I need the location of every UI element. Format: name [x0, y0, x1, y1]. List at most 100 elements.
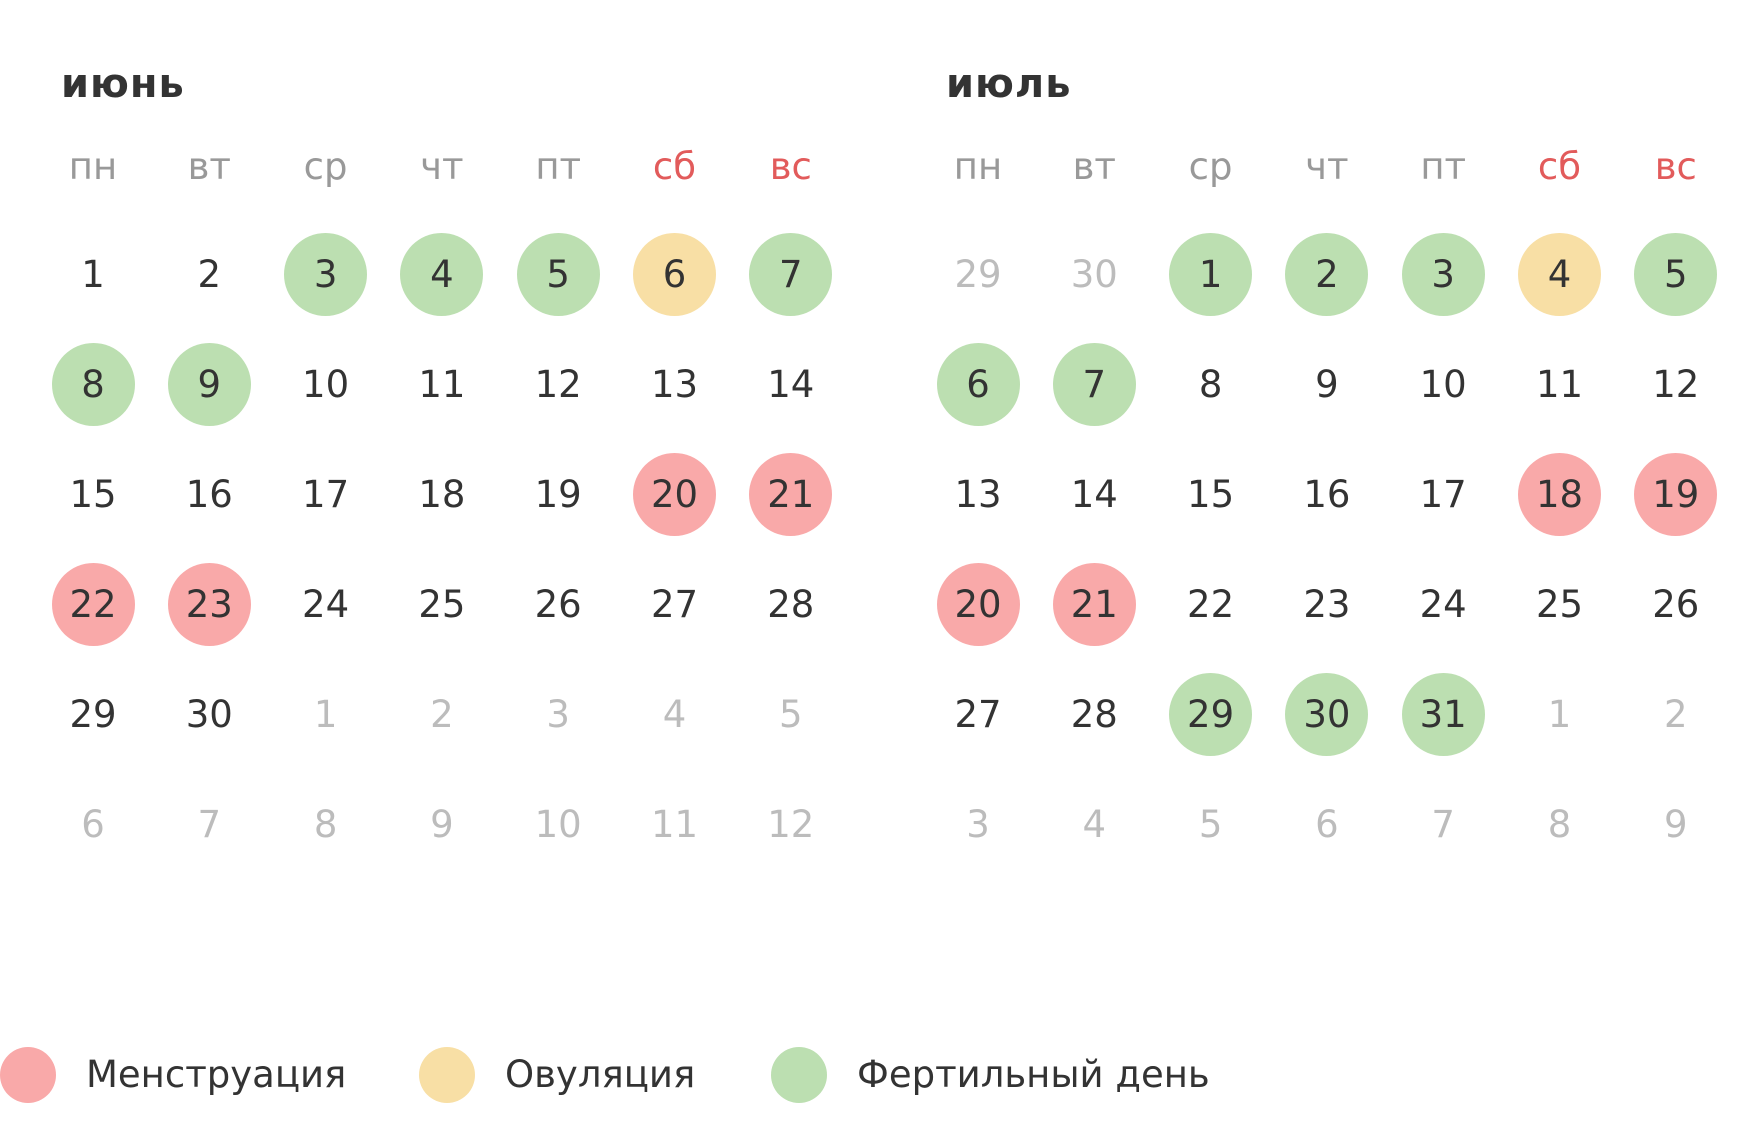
calendar-day-menstruation[interactable]: 20	[936, 563, 1020, 646]
calendar-day-ovulation[interactable]: 4	[1518, 233, 1601, 316]
calendar-day-other[interactable]: 1	[1547, 693, 1572, 736]
calendar-day-fertile[interactable]: 31	[1401, 673, 1485, 756]
calendar-day[interactable]: 10	[302, 363, 350, 406]
calendar-day-menstruation[interactable]: 23	[167, 563, 251, 646]
calendar-day-other[interactable]: 12	[767, 803, 815, 846]
calendar-day-fertile[interactable]: 9	[167, 343, 251, 426]
calendar-day[interactable]: 9	[1315, 363, 1339, 406]
calendar-day-other[interactable]: 9	[430, 803, 454, 846]
calendar-day[interactable]: 26	[1652, 583, 1700, 626]
calendar-day-other[interactable]: 2	[1664, 693, 1688, 736]
calendar-day-other[interactable]: 4	[1082, 803, 1107, 846]
calendar-day[interactable]: 11	[1535, 363, 1584, 406]
calendar-day[interactable]: 23	[1303, 583, 1351, 626]
calendar-day[interactable]: 15	[69, 473, 117, 516]
calendar-day-other[interactable]: 8	[313, 803, 338, 846]
legend-dot-fertile	[771, 1047, 827, 1103]
calendar-day[interactable]: 25	[1535, 583, 1584, 626]
calendar-day[interactable]: 28	[1070, 693, 1118, 736]
calendar-day[interactable]: 22	[1187, 583, 1235, 626]
calendar-day[interactable]: 18	[418, 473, 466, 516]
calendar-day-menstruation[interactable]: 18	[1518, 453, 1601, 536]
calendar-day-fertile[interactable]: 29	[1169, 673, 1253, 756]
calendar-day-menstruation[interactable]: 22	[51, 563, 135, 646]
calendar-day[interactable]: 30	[185, 693, 233, 736]
calendar-day-other[interactable]: 29	[954, 253, 1002, 296]
calendar-day[interactable]: 15	[1187, 473, 1235, 516]
calendar-day-fertile[interactable]: 7	[749, 233, 833, 316]
calendar-day[interactable]: 12	[534, 363, 582, 406]
legend-label: Овуляция	[505, 1053, 696, 1096]
calendar-day-fertile[interactable]: 6	[936, 343, 1020, 426]
calendar-day-other[interactable]: 30	[1070, 253, 1118, 296]
weekday-label: пн	[953, 145, 1003, 188]
calendar-day[interactable]: 27	[954, 693, 1002, 736]
calendar-day-fertile[interactable]: 4	[400, 233, 484, 316]
weekday-label: ср	[303, 145, 348, 188]
weekday-label: сб	[1537, 145, 1582, 188]
calendar-day-other[interactable]: 9	[1664, 803, 1688, 846]
calendar-day-other[interactable]: 8	[1547, 803, 1572, 846]
calendar-day-other[interactable]: 5	[1198, 803, 1223, 846]
weekday-label: пн	[68, 145, 118, 188]
calendar-day[interactable]: 13	[954, 473, 1002, 516]
month-title: июнь	[61, 61, 185, 107]
calendar-day[interactable]: 13	[650, 363, 699, 406]
calendar-day[interactable]: 12	[1652, 363, 1700, 406]
legend: Менструация Овуляция Фертильный день	[0, 1045, 1760, 1105]
calendar-day[interactable]: 24	[302, 583, 350, 626]
legend-dot-menstruation	[0, 1047, 56, 1103]
calendar-day-menstruation[interactable]: 21	[749, 453, 833, 536]
calendar-day-fertile[interactable]: 2	[1285, 233, 1369, 316]
calendar-day-other[interactable]: 3	[966, 803, 990, 846]
calendar-day-other[interactable]: 7	[197, 803, 222, 846]
calendar-day-other[interactable]: 6	[1315, 803, 1339, 846]
calendar-day-other[interactable]: 3	[546, 693, 570, 736]
weekday-label: пт	[535, 145, 582, 188]
calendar-day-other[interactable]: 4	[662, 693, 687, 736]
calendar-day[interactable]: 17	[302, 473, 350, 516]
calendar-day[interactable]: 27	[650, 583, 699, 626]
month-title: июль	[946, 61, 1072, 107]
calendar-day[interactable]: 17	[1419, 473, 1467, 516]
calendar-day-fertile[interactable]: 5	[1634, 233, 1718, 316]
weekday-label: ср	[1188, 145, 1233, 188]
calendar-day-other[interactable]: 11	[650, 803, 699, 846]
calendar-day[interactable]: 14	[1070, 473, 1118, 516]
calendar-day[interactable]: 26	[534, 583, 582, 626]
calendar-day-fertile[interactable]: 3	[284, 233, 368, 316]
calendar-day-fertile[interactable]: 8	[51, 343, 135, 426]
legend-item-menstruation: Менструация	[0, 1045, 346, 1105]
calendar-day-fertile[interactable]: 1	[1169, 233, 1253, 316]
calendar-day-menstruation[interactable]: 20	[633, 453, 716, 536]
calendar-day[interactable]: 19	[534, 473, 582, 516]
calendar-day[interactable]: 16	[185, 473, 233, 516]
calendar-day[interactable]: 8	[1198, 363, 1223, 406]
calendar-day-other[interactable]: 2	[430, 693, 454, 736]
calendar-day[interactable]: 29	[69, 693, 117, 736]
calendar-day-other[interactable]: 10	[534, 803, 582, 846]
calendar-day-fertile[interactable]: 5	[516, 233, 600, 316]
weekday-label: чт	[420, 145, 464, 188]
calendar-day[interactable]: 24	[1419, 583, 1467, 626]
calendar-day-menstruation[interactable]: 19	[1634, 453, 1718, 536]
calendar-day[interactable]: 16	[1303, 473, 1351, 516]
calendar-day[interactable]: 25	[418, 583, 466, 626]
calendar-day[interactable]: 11	[418, 363, 466, 406]
calendar-day[interactable]: 2	[197, 253, 222, 296]
calendar-day[interactable]: 1	[81, 253, 105, 296]
calendar-day[interactable]: 28	[767, 583, 815, 626]
calendar-day-fertile[interactable]: 3	[1401, 233, 1485, 316]
weekday-label: вт	[1072, 145, 1116, 188]
calendar-day-other[interactable]: 7	[1431, 803, 1455, 846]
weekday-header: пн вт ср чт пт сб вс	[946, 143, 1746, 191]
calendar-day[interactable]: 14	[767, 363, 815, 406]
calendar-day-other[interactable]: 5	[779, 693, 803, 736]
calendar-day-ovulation[interactable]: 6	[633, 233, 716, 316]
calendar-day-menstruation[interactable]: 21	[1052, 563, 1136, 646]
calendar-day-other[interactable]: 6	[81, 803, 105, 846]
calendar-day-other[interactable]: 1	[313, 693, 338, 736]
calendar-day[interactable]: 10	[1419, 363, 1467, 406]
calendar-day-fertile[interactable]: 7	[1052, 343, 1136, 426]
calendar-day-fertile[interactable]: 30	[1285, 673, 1369, 756]
